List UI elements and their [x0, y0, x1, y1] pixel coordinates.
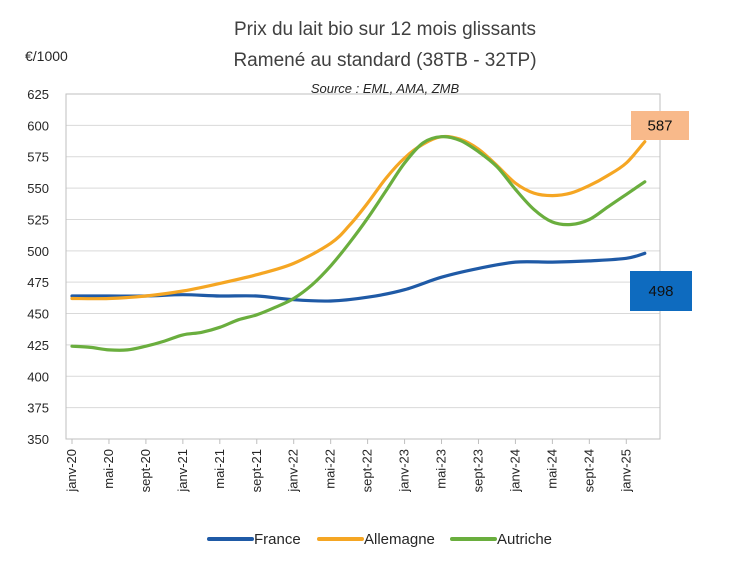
x-tick-label: sept-22	[360, 449, 375, 492]
legend-label-autriche: Autriche	[497, 531, 552, 548]
callout-value-france: 498	[648, 283, 673, 300]
x-tick-label: sept-20	[138, 449, 153, 492]
y-gridlines	[66, 93, 660, 440]
end-value-callouts: 498 587	[630, 111, 692, 311]
y-tick-label: 400	[27, 369, 49, 384]
y-tick-label: 475	[27, 275, 49, 290]
y-tick-label: 600	[27, 118, 49, 133]
legend-label-allemagne: Allemagne	[364, 531, 435, 548]
y-tick-label: 375	[27, 401, 49, 416]
x-tick-label: mai-20	[101, 449, 116, 489]
y-tick-label: 450	[27, 307, 49, 322]
y-tick-label: 525	[27, 212, 49, 227]
x-tick-label: janv-23	[397, 449, 412, 493]
callout-box-france	[630, 271, 692, 311]
y-tick-label: 500	[27, 244, 49, 259]
plot-frame	[65, 93, 661, 440]
x-axis-ticks: janv-20 mai-20 sept-20 janv-21 mai-21 sept-21…	[64, 439, 633, 493]
y-axis-unit-label: €/1000	[25, 48, 68, 64]
chart-subtitle: Ramené au standard (38TB - 32TP)	[233, 50, 536, 71]
series-line-autriche	[70, 135, 647, 352]
legend-label-france: France	[254, 531, 301, 548]
y-tick-label: 350	[27, 432, 49, 447]
x-tick-label: janv-25	[618, 449, 633, 493]
legend: France Allemagne Autriche	[207, 531, 552, 548]
x-tick-label: mai-24	[544, 449, 559, 489]
x-tick-label: mai-22	[323, 449, 338, 489]
x-tick-label: janv-24	[507, 449, 522, 493]
series-lines	[70, 134, 647, 352]
x-tick-label: janv-20	[64, 449, 79, 493]
x-tick-label: janv-22	[286, 449, 301, 493]
callout-box-allemagne	[631, 111, 689, 140]
y-axis-ticks: 350 375 400 425 450 475 500 525 550 575 600 625	[27, 87, 49, 447]
series-line-allemagne	[70, 134, 647, 301]
callout-value-allemagne: 587	[647, 118, 672, 135]
chart-title: Prix du lait bio sur 12 mois glissants	[234, 19, 536, 40]
x-tick-label: mai-23	[434, 449, 449, 489]
y-tick-label: 625	[27, 87, 49, 102]
x-tick-label: sept-24	[581, 449, 596, 492]
chart-source: Source : EML, AMA, ZMB	[311, 81, 460, 96]
x-tick-label: janv-21	[175, 449, 190, 493]
y-tick-label: 425	[27, 338, 49, 353]
y-tick-label: 575	[27, 150, 49, 165]
series-line-france	[70, 251, 647, 303]
x-tick-label: sept-23	[470, 449, 485, 492]
y-tick-label: 550	[27, 181, 49, 196]
x-tick-label: sept-21	[249, 449, 264, 492]
x-tick-label: mai-21	[212, 449, 227, 489]
